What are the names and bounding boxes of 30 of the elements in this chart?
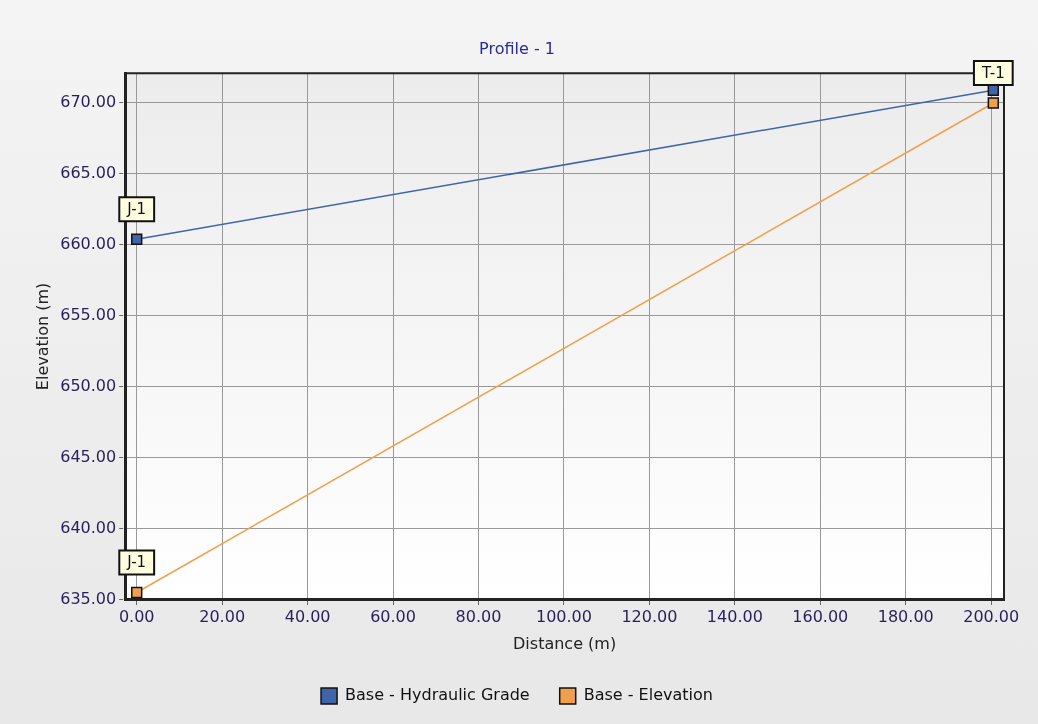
y-tick-label: 670.00: [60, 92, 117, 112]
legend-label: Base - Elevation: [583, 685, 713, 705]
x-tick-label: 0.00: [118, 607, 155, 627]
x-axis-title: Distance (m): [513, 633, 617, 653]
y-tick-label: 635.00: [60, 588, 117, 608]
y-tick-label: 640.00: [60, 517, 117, 537]
y-tick-label: 655.00: [60, 304, 117, 324]
point: [131, 586, 143, 599]
x-tick-label: 180.00: [877, 607, 934, 627]
y-tick-label: 660.00: [60, 234, 117, 254]
x-tick-label: 60.00: [370, 607, 416, 627]
y-tick-label: 665.00: [60, 163, 117, 183]
data-label: J-1: [126, 553, 147, 572]
y-tick-label: 650.00: [60, 375, 117, 395]
chart-title: Profile - 1: [479, 38, 555, 58]
x-tick-label: 140.00: [706, 607, 763, 627]
x-tick-label: 160.00: [792, 607, 849, 627]
data-label: T-1: [980, 63, 1005, 82]
legend-label: Base - Hydraulic Grade: [345, 685, 530, 705]
x-tick-label: 20.00: [199, 607, 246, 627]
y-axis-title: Elevation (m): [32, 282, 52, 391]
x-tick-label: 200.00: [963, 607, 1020, 627]
x-tick-label: 40.00: [284, 607, 331, 627]
y-tick-label: 645.00: [60, 446, 117, 466]
point: [987, 97, 1000, 109]
data-label: J-1: [126, 200, 147, 219]
point: [131, 233, 143, 245]
x-tick-label: 100.00: [535, 607, 592, 627]
x-tick-label: 80.00: [455, 607, 502, 627]
x-tick-label: 120.00: [621, 607, 678, 627]
